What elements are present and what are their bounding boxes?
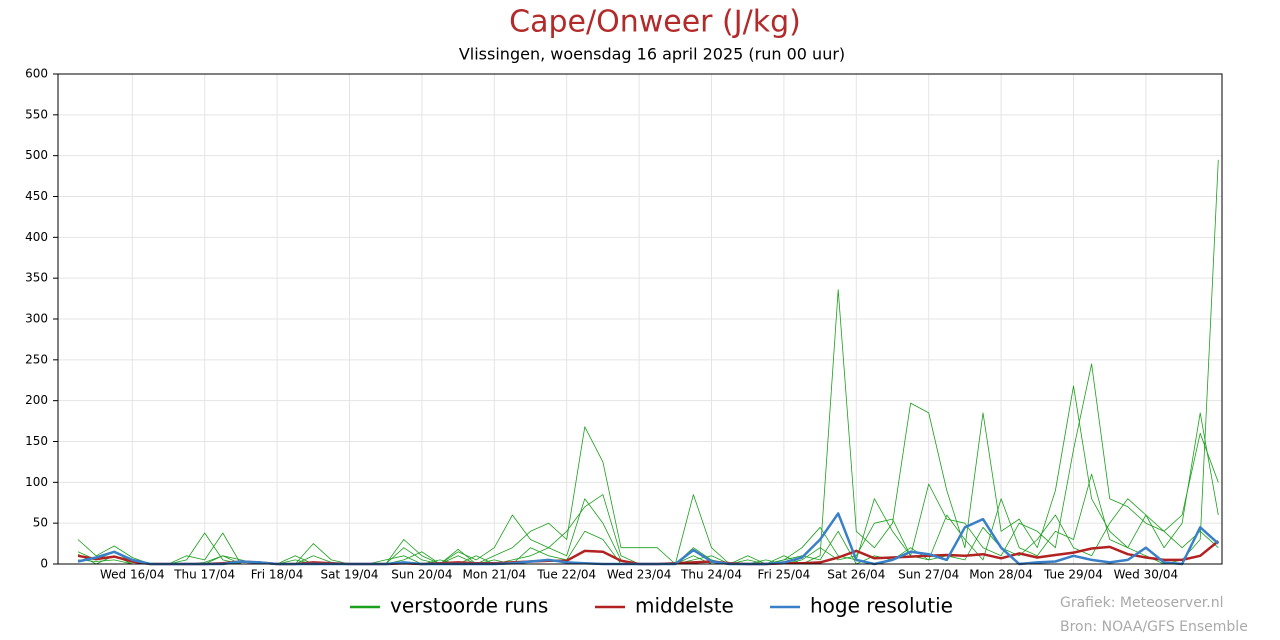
y-tick-label: 250 (25, 352, 48, 366)
y-tick-label: 350 (25, 271, 48, 285)
x-tick-label: Thu 24/04 (680, 568, 742, 582)
x-tick-label: Mon 28/04 (969, 568, 1033, 582)
y-tick-label: 450 (25, 189, 48, 203)
x-tick-label: Sat 19/04 (320, 568, 378, 582)
y-tick-label: 100 (25, 475, 48, 489)
legend-label: hoge resolutie (810, 594, 953, 618)
x-tick-label: Tue 29/04 (1043, 568, 1103, 582)
x-tick-label: Tue 22/04 (536, 568, 596, 582)
plot-frame (57, 73, 1223, 565)
y-tick-label: 200 (25, 393, 48, 407)
series-line (77, 498, 1219, 565)
x-tick-label: Sun 27/04 (898, 568, 959, 582)
y-tick-label: 300 (25, 312, 48, 326)
y-tick-label: 400 (25, 230, 48, 244)
y-tick-label: 0 (40, 557, 48, 571)
x-tick-label: Mon 21/04 (462, 568, 526, 582)
legend-label: middelste (635, 594, 734, 618)
chart-title: Cape/Onweer (J/kg) (509, 5, 801, 40)
x-tick-label: Sun 20/04 (391, 568, 452, 582)
y-tick-label: 150 (25, 434, 48, 448)
y-tick-label: 50 (33, 516, 48, 530)
x-tick-label: Sat 26/04 (827, 568, 885, 582)
chart-subtitle: Vlissingen, woensdag 16 april 2025 (run … (459, 45, 845, 64)
x-tick-label: Fri 25/04 (758, 568, 811, 582)
series-line (77, 540, 1220, 566)
y-tick-label: 600 (25, 67, 48, 81)
credit: Bron: NOAA/GFS Ensemble (1060, 619, 1248, 635)
x-tick-label: Wed 16/04 (100, 568, 165, 582)
series-line (77, 159, 1219, 565)
legend-label: verstoorde runs (390, 594, 548, 618)
series-line (77, 363, 1219, 565)
x-tick-label: Fri 18/04 (251, 568, 304, 582)
y-tick-label: 500 (25, 148, 48, 162)
x-tick-label: Thu 17/04 (173, 568, 235, 582)
y-tick-label: 550 (25, 107, 48, 121)
credit: Grafiek: Meteoserver.nl (1060, 595, 1224, 611)
x-tick-label: Wed 23/04 (607, 568, 672, 582)
x-tick-label: Wed 30/04 (1114, 568, 1179, 582)
